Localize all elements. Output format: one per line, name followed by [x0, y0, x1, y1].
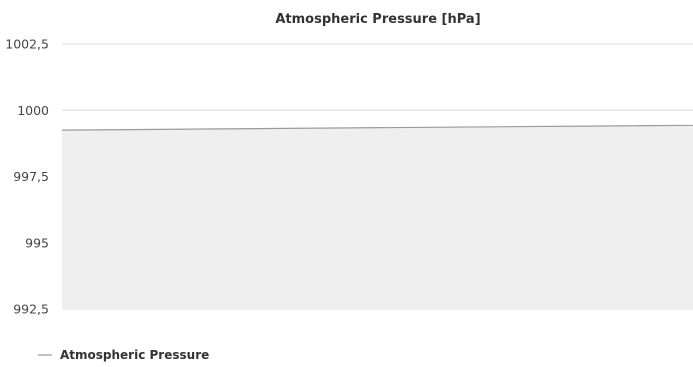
y-tick-label: 1000 [17, 103, 49, 118]
legend-label[interactable]: Atmospheric Pressure [60, 348, 209, 362]
axis-labels: 1002,51000997,5995992,512:0016:0020:0000… [5, 37, 49, 317]
series-area [62, 125, 693, 309]
data-point [61, 130, 62, 131]
y-tick-label: 992,5 [13, 302, 49, 317]
chart-title: Atmospheric Pressure [hPa] [275, 12, 480, 27]
y-tick-label: 997,5 [13, 169, 49, 184]
y-tick-label: 1002,5 [5, 37, 49, 52]
legend[interactable]: Atmospheric Pressure [38, 348, 209, 362]
y-tick-label: 995 [25, 235, 49, 250]
series-layer [61, 124, 693, 309]
